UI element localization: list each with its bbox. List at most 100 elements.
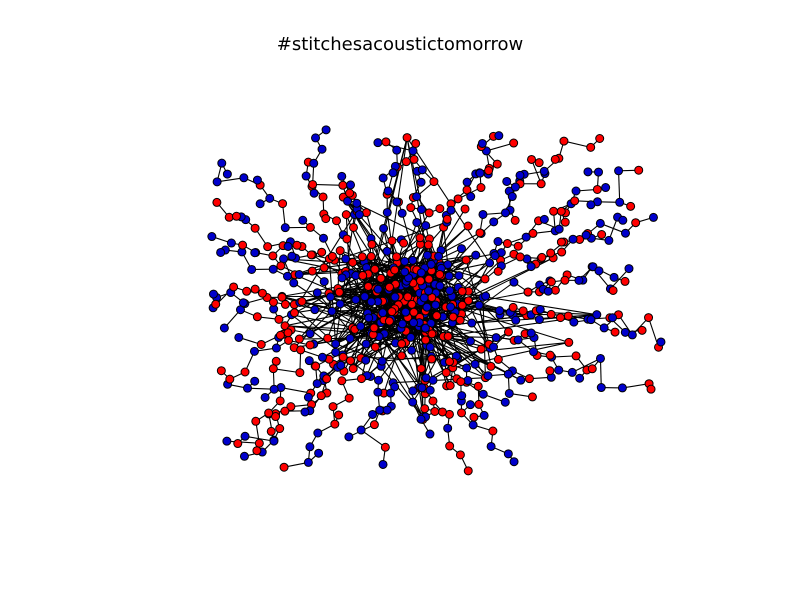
graph-node-red xyxy=(620,276,630,286)
graph-node-red xyxy=(527,154,537,164)
graph-node-blue xyxy=(465,336,475,346)
graph-node-red xyxy=(409,154,419,164)
graph-node-red xyxy=(277,292,287,302)
graph-node-blue xyxy=(624,264,634,274)
graph-node-blue xyxy=(305,329,315,339)
graph-node-blue xyxy=(382,405,392,415)
graph-node-blue xyxy=(617,383,627,393)
graph-node-red xyxy=(571,351,581,361)
graph-node-blue xyxy=(375,405,385,415)
graph-node-blue xyxy=(250,248,260,258)
graph-node-red xyxy=(323,333,333,343)
graph-node-blue xyxy=(539,166,549,176)
graph-node-blue xyxy=(335,299,345,309)
graph-node-blue xyxy=(466,192,476,202)
graph-node-blue xyxy=(313,428,323,438)
graph-node-red xyxy=(294,334,304,344)
graph-node-blue xyxy=(425,342,435,352)
graph-node-blue xyxy=(319,277,329,287)
graph-node-red xyxy=(555,313,565,323)
graph-node-red xyxy=(392,252,402,262)
graph-node-red xyxy=(634,165,644,175)
graph-node-red xyxy=(430,406,440,416)
graph-node-red xyxy=(254,438,264,448)
graph-node-blue xyxy=(312,379,322,389)
graph-node-blue xyxy=(601,183,611,193)
graph-node-red xyxy=(338,352,348,362)
graph-node-blue xyxy=(374,375,384,385)
graph-node-red xyxy=(595,134,605,144)
graph-edge xyxy=(291,314,371,377)
graph-node-red xyxy=(212,197,222,207)
graph-node-red xyxy=(424,208,434,218)
graph-node-blue xyxy=(504,388,514,398)
graph-node-blue xyxy=(400,256,410,266)
graph-edge xyxy=(280,387,311,394)
graph-node-blue xyxy=(400,267,410,277)
graph-node-red xyxy=(357,252,367,262)
graph-node-red xyxy=(493,266,503,276)
graph-node-blue xyxy=(373,284,383,294)
graph-node-red xyxy=(384,316,394,326)
graph-node-red xyxy=(387,236,397,246)
graph-node-blue xyxy=(417,383,427,393)
graph-node-red xyxy=(461,255,471,265)
graph-node-blue xyxy=(412,217,422,227)
graph-node-blue xyxy=(217,158,227,168)
graph-node-red xyxy=(421,335,431,345)
graph-node-blue xyxy=(408,397,418,407)
graph-node-red xyxy=(348,222,358,232)
graph-node-blue xyxy=(392,145,402,155)
graph-node-blue xyxy=(434,251,444,261)
graph-node-red xyxy=(397,351,407,361)
graph-node-red xyxy=(409,307,419,317)
graph-node-blue xyxy=(446,205,456,215)
graph-node-blue xyxy=(341,254,351,264)
graph-node-blue xyxy=(346,180,356,190)
graph-node-red xyxy=(429,177,439,187)
graph-node-blue xyxy=(583,167,593,177)
graph-node-blue xyxy=(554,365,564,375)
graph-edge xyxy=(337,250,341,289)
graph-node-red xyxy=(420,404,430,414)
graph-node-blue xyxy=(462,363,472,373)
graph-edge xyxy=(599,358,602,388)
graph-node-red xyxy=(251,416,261,426)
graph-node-blue xyxy=(397,319,407,329)
graph-node-blue xyxy=(599,323,609,333)
graph-node-red xyxy=(289,308,299,318)
graph-edge xyxy=(312,254,457,357)
graph-node-blue xyxy=(250,376,260,386)
graph-node-red xyxy=(224,212,234,222)
graph-node-blue xyxy=(503,449,513,459)
graph-node-red xyxy=(380,442,390,452)
graph-node-blue xyxy=(378,308,388,318)
graph-node-blue xyxy=(581,230,591,240)
graph-node-red xyxy=(384,282,394,292)
graph-node-red xyxy=(403,292,413,302)
graph-node-blue xyxy=(326,292,336,302)
graph-node-red xyxy=(536,179,546,189)
graph-node-blue xyxy=(294,270,304,280)
graph-node-blue xyxy=(656,337,666,347)
graph-node-red xyxy=(608,285,618,295)
graph-node-blue xyxy=(361,355,371,365)
graph-node-red xyxy=(556,206,566,216)
graph-node-red xyxy=(322,374,332,384)
graph-node-blue xyxy=(207,232,217,242)
graph-node-blue xyxy=(608,313,618,323)
graph-node-blue xyxy=(470,359,480,369)
graph-node-red xyxy=(297,297,307,307)
graph-node-red xyxy=(317,247,327,257)
graph-node-blue xyxy=(309,188,319,198)
graph-node-red xyxy=(518,306,528,316)
graph-edge xyxy=(370,256,383,362)
graph-node-blue xyxy=(534,315,544,325)
graph-node-red xyxy=(484,166,494,176)
graph-node-blue xyxy=(317,352,327,362)
graph-node-blue xyxy=(465,400,475,410)
graph-node-red xyxy=(296,345,306,355)
graph-node-blue xyxy=(511,315,521,325)
graph-node-blue xyxy=(485,258,495,268)
graph-node-blue xyxy=(417,165,427,175)
